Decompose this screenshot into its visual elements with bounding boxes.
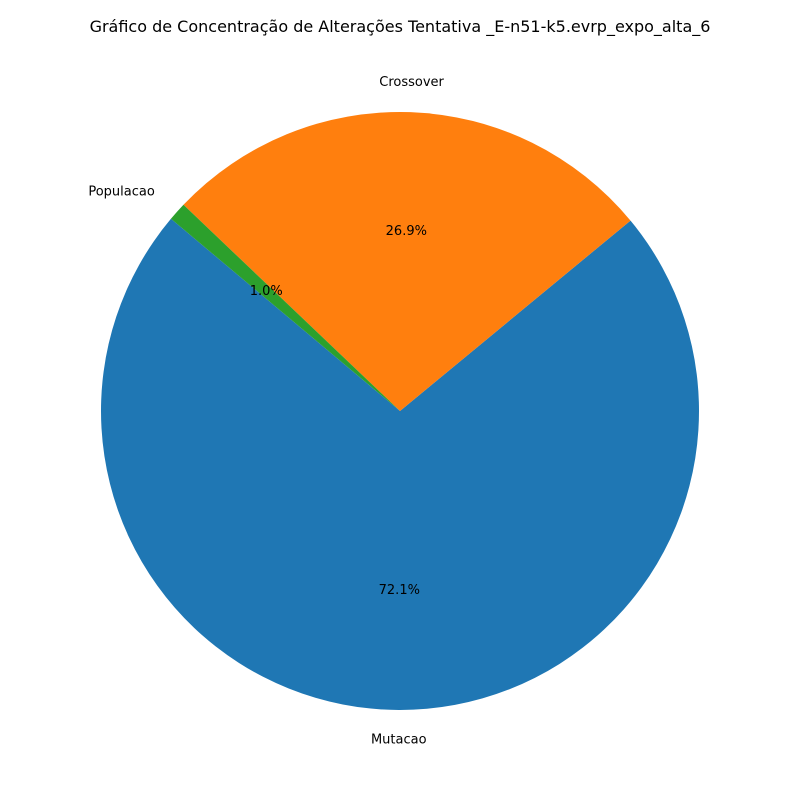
- chart-title: Gráfico de Concentração de Alterações Te…: [90, 17, 711, 37]
- pie-slice-mutacao: [101, 218, 700, 710]
- pie-labels: Mutacao 72.1% Crossover 26.9% Populacao 1.0%: [88, 75, 444, 748]
- pie-slice-populacao: [170, 204, 400, 411]
- slice-pct-populacao: 1.0%: [250, 284, 283, 299]
- slice-label-populacao: Populacao: [88, 184, 155, 199]
- pie-slice-crossover: [183, 111, 631, 412]
- slice-label-crossover: Crossover: [379, 75, 444, 90]
- slice-pct-mutacao: 72.1%: [379, 583, 420, 598]
- pie-slices: [101, 111, 700, 710]
- slice-pct-crossover: 26.9%: [386, 224, 427, 239]
- slice-label-mutacao: Mutacao: [371, 732, 427, 747]
